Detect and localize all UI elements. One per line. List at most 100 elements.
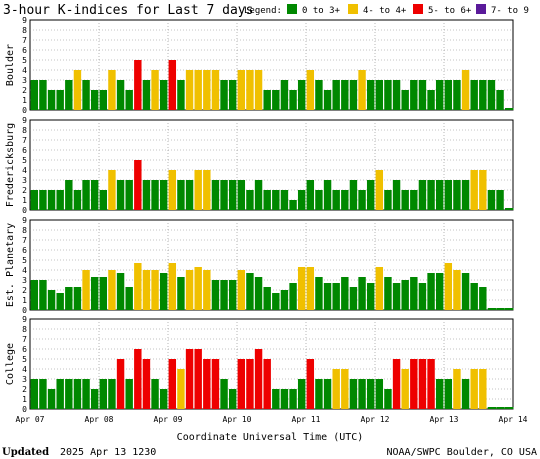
y-tick-label: 2 (22, 86, 27, 95)
k-bar (30, 379, 39, 409)
k-bar (56, 293, 64, 310)
x-tick-label: Apr 11 (292, 415, 321, 424)
k-bar (453, 180, 461, 210)
y-tick-label: 8 (22, 126, 27, 135)
k-bar (444, 263, 453, 310)
x-axis-label: Coordinate Universal Time (UTC) (177, 432, 364, 443)
k-bar (211, 359, 220, 409)
k-bar (487, 80, 496, 110)
k-bar (479, 369, 487, 409)
y-tick-label: 5 (22, 355, 27, 364)
k-bar (504, 407, 514, 409)
k-bar (47, 389, 56, 409)
k-bar (73, 190, 82, 210)
k-bar (73, 379, 82, 409)
k-bar (323, 283, 332, 310)
k-bar (228, 280, 237, 310)
k-bar (134, 60, 142, 110)
k-bar (427, 90, 435, 110)
y-tick-label: 7 (22, 335, 27, 344)
k-bar (30, 80, 39, 110)
k-bar (125, 287, 133, 310)
chart-title: 3-hour K-indices for Last 7 days (3, 3, 253, 18)
k-bar (228, 389, 237, 409)
panel-y-label: Fredericksburg (5, 123, 16, 207)
x-tick-label: Apr 07 (16, 415, 45, 424)
k-bar (203, 70, 211, 110)
k-bar (177, 180, 185, 210)
k-bar (297, 190, 306, 210)
k-bar (297, 267, 306, 310)
k-bar (220, 280, 228, 310)
k-bar (142, 80, 151, 110)
k-bar (194, 349, 202, 409)
y-tick-label: 0 (22, 306, 27, 315)
k-bar (453, 80, 461, 110)
k-bar (56, 90, 64, 110)
k-bar (82, 270, 90, 310)
y-tick-label: 6 (22, 246, 27, 255)
k-bar (108, 379, 116, 409)
k-bar (246, 70, 254, 110)
k-bar (151, 180, 159, 210)
k-bar (435, 379, 444, 409)
y-tick-label: 3 (22, 276, 27, 285)
k-bar (203, 359, 211, 409)
k-bar (427, 273, 435, 310)
k-bar (254, 349, 263, 409)
k-bar (323, 90, 332, 110)
k-bar (237, 180, 246, 210)
k-bar (116, 359, 125, 409)
legend-swatch-green (287, 4, 297, 14)
k-bar (168, 60, 177, 110)
k-bar (384, 190, 392, 210)
k-bar (496, 308, 505, 310)
y-tick-label: 7 (22, 136, 27, 145)
k-bar (444, 80, 453, 110)
k-bar (349, 80, 358, 110)
k-bar (39, 190, 47, 210)
k-bar (280, 389, 289, 409)
k-bar (220, 180, 228, 210)
k-bar (366, 283, 375, 310)
k-bar (280, 290, 289, 310)
k-bar (410, 80, 418, 110)
y-tick-label: 6 (22, 345, 27, 354)
k-bar (142, 270, 151, 310)
k-bar (384, 389, 392, 409)
y-tick-label: 7 (22, 36, 27, 45)
y-tick-label: 3 (22, 76, 27, 85)
k-bar (272, 389, 280, 409)
k-bar (142, 180, 151, 210)
k-bar (194, 267, 202, 310)
k-bar (358, 70, 366, 110)
y-tick-label: 5 (22, 56, 27, 65)
y-tick-label: 8 (22, 226, 27, 235)
k-bar (341, 80, 349, 110)
k-bar (159, 80, 168, 110)
k-bar (177, 80, 185, 110)
k-bar (453, 369, 461, 409)
k-bar (134, 263, 142, 310)
k-bar (90, 180, 99, 210)
x-tick-label: Apr 12 (361, 415, 390, 424)
k-bar (435, 273, 444, 310)
k-bar (82, 80, 90, 110)
k-bar (487, 190, 496, 210)
y-tick-label: 6 (22, 146, 27, 155)
k-bar (306, 180, 315, 210)
k-bar (99, 190, 108, 210)
k-bar (401, 369, 409, 409)
y-tick-label: 9 (22, 116, 27, 125)
k-bar (125, 379, 133, 409)
k-bar (134, 160, 142, 210)
k-bar (108, 70, 116, 110)
updated-value: 2025 Apr 13 1230 (60, 447, 156, 458)
k-bar (168, 263, 177, 310)
k-bar (297, 80, 306, 110)
k-bar (375, 170, 384, 210)
k-bar (427, 359, 435, 409)
k-bar (315, 80, 323, 110)
